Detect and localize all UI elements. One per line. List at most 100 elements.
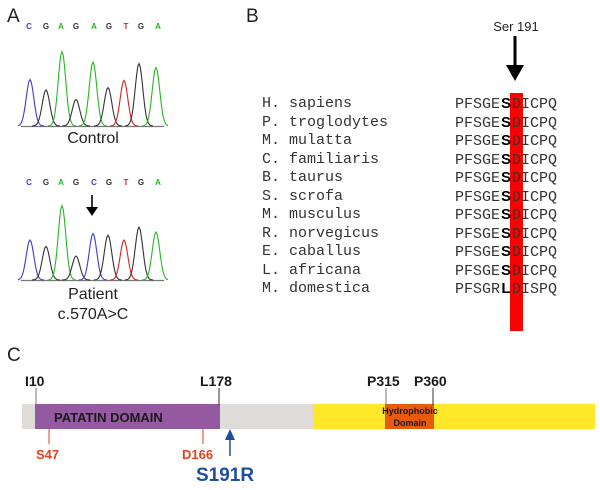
control-chromatogram: [18, 49, 168, 128]
control-label: Control: [67, 130, 119, 147]
conserved-residue-highlight: [510, 93, 523, 331]
sequence-prefix: PFSGR: [455, 281, 501, 298]
control-base: G: [42, 22, 50, 31]
alignment-sequence-column: PFSGESDICPQ PFSGESDICPQ PFSGESDICPQ PFSGESD…: [455, 95, 557, 299]
d166-label: D166: [182, 447, 213, 462]
patient-peak: [93, 234, 123, 281]
s191r-label: S191R: [196, 465, 254, 486]
hydrophobic-label-line2: Domain: [393, 418, 426, 428]
patient-peak: [78, 232, 108, 281]
hydrophobic-label-line1: Hydrophobic: [382, 406, 438, 416]
species-name: M. domestica: [262, 280, 371, 297]
sequence-suffix: DICPQ: [512, 133, 558, 150]
patient-base: A: [155, 178, 161, 187]
highlighted-residue: L: [501, 280, 511, 297]
patient-chromatogram: [18, 203, 168, 282]
species-name: E. caballus: [262, 243, 362, 260]
control-peak: [124, 62, 154, 127]
sequence-prefix: PFSGE: [455, 225, 501, 243]
sequence-suffix: DISPQ: [512, 281, 558, 298]
alignment-row: PFSGESDICPQ: [455, 95, 557, 114]
panel-b-letter: B: [246, 6, 259, 27]
species-name: R. norvegicus: [262, 224, 380, 242]
sequence-suffix: DICPQ: [512, 114, 558, 132]
sequence-prefix: PFSGE: [455, 151, 501, 169]
i10-label: I10: [25, 373, 45, 389]
sequence-prefix: PFSGE: [455, 207, 501, 224]
highlighted-residue: S: [501, 206, 512, 223]
sequence-suffix: DICPQ: [512, 151, 558, 169]
alignment-row: PFSGESDICPQ: [455, 132, 557, 151]
sequence-suffix: DICPQ: [512, 262, 558, 280]
sequence-suffix: DICPQ: [512, 207, 558, 224]
patient-peak: [141, 230, 168, 281]
patient-peak: [18, 238, 45, 281]
highlighted-residue: S: [501, 95, 512, 112]
sequence-prefix: PFSGE: [455, 244, 501, 261]
alignment-row: PFSGESDICPQ: [455, 262, 557, 281]
sequence-prefix: PFSGE: [455, 262, 501, 280]
s47-label: S47: [36, 447, 59, 462]
ser191-arrow-icon: [506, 36, 524, 81]
alignment-row: PFSGESDICPQ: [455, 225, 557, 244]
sequence-suffix: DICPQ: [512, 170, 558, 187]
patient-base: G: [105, 178, 113, 187]
control-peak: [18, 78, 45, 127]
control-base: A: [91, 22, 97, 31]
mutation-arrow-icon: [86, 195, 98, 216]
control-peak: [78, 60, 108, 127]
patient-base: G: [137, 178, 145, 187]
alignment-row: PFSGESDICPQ: [455, 151, 557, 170]
patient-base: A: [58, 178, 64, 187]
control-peak: [109, 79, 139, 127]
control-base: C: [26, 22, 32, 31]
control-base: G: [137, 22, 145, 31]
alignment-species-column: H. sapiens P. troglodytes M. mulatta C. fam…: [262, 95, 388, 299]
patient-base: C: [91, 178, 97, 187]
patatin-domain: [35, 404, 220, 429]
sequence-prefix: PFSGE: [455, 170, 501, 187]
control-peak: [93, 86, 123, 127]
species-name: H. sapiens: [262, 95, 353, 112]
species-name: B. taurus: [262, 169, 344, 186]
hydrophobic-domain: [385, 404, 434, 429]
highlighted-residue: S: [501, 169, 512, 186]
patient-label: Patient: [68, 286, 118, 303]
sequence-suffix: DICPQ: [512, 225, 558, 243]
species-name: M. mulatta: [262, 132, 353, 149]
highlighted-residue: S: [501, 243, 512, 260]
species-name: S. scrofa: [262, 187, 344, 205]
highlighted-residue: S: [501, 261, 512, 279]
control-base: A: [155, 22, 161, 31]
highlighted-residue: S: [501, 150, 512, 168]
patient-peak: [61, 255, 91, 281]
sequence-suffix: DICPQ: [512, 188, 558, 206]
alignment-row: PFSGESDICPQ: [455, 188, 557, 207]
species-name: M. musculus: [262, 206, 362, 223]
patient-peak: [109, 238, 139, 281]
patient-base: G: [42, 178, 50, 187]
alignment-row: PFSGESDICPQ: [455, 206, 557, 225]
l178-label: L178: [200, 373, 232, 389]
p315-label: P315: [367, 373, 400, 389]
sequence-prefix: PFSGE: [455, 114, 501, 132]
s191r-arrow-icon: [225, 429, 235, 456]
panel-a-letter: A: [7, 6, 20, 27]
sequence-prefix: PFSGE: [455, 96, 501, 113]
patient-peak: [124, 225, 154, 281]
control-base: G: [105, 22, 113, 31]
highlighted-residue: S: [501, 187, 512, 205]
sequence-prefix: PFSGE: [455, 133, 501, 150]
patient-base: C: [26, 178, 32, 187]
control-peak: [47, 49, 77, 127]
highlighted-residue: S: [501, 132, 512, 149]
patient-base: T: [123, 178, 129, 187]
patient-peak: [47, 203, 77, 281]
species-name: L. africana: [262, 261, 362, 279]
patatin-domain-label: PATATIN DOMAIN: [54, 410, 163, 425]
patient-peak: [31, 245, 61, 281]
alignment-row: PFSGESDICPQ: [455, 114, 557, 133]
variant-label: c.570A>C: [57, 306, 129, 323]
